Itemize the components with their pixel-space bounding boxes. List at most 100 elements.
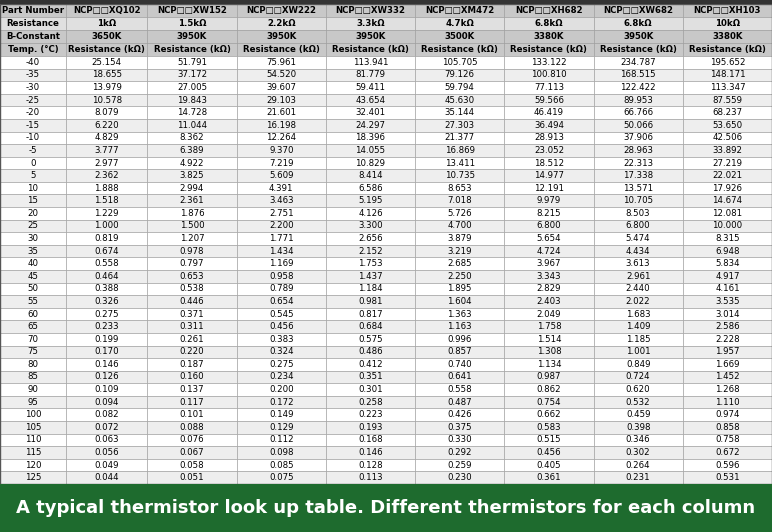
Bar — [237, 270, 326, 282]
Text: 0.231: 0.231 — [626, 473, 651, 482]
Text: 0.085: 0.085 — [269, 461, 293, 470]
Text: 35: 35 — [28, 247, 39, 255]
Bar — [66, 220, 147, 232]
Text: 0.817: 0.817 — [358, 310, 383, 319]
Text: 5: 5 — [30, 171, 36, 180]
Bar — [326, 56, 415, 69]
Bar — [0, 56, 66, 69]
Text: 0.674: 0.674 — [94, 247, 119, 255]
Bar — [682, 169, 772, 182]
Bar — [326, 43, 415, 56]
Text: 0.258: 0.258 — [358, 398, 383, 406]
Text: 195.652: 195.652 — [709, 58, 745, 67]
Text: 0.583: 0.583 — [537, 423, 561, 432]
Text: 4.126: 4.126 — [358, 209, 383, 218]
Bar — [326, 17, 415, 30]
Bar — [0, 257, 66, 270]
Text: 75.961: 75.961 — [266, 58, 296, 67]
Text: 89.953: 89.953 — [623, 96, 653, 105]
Bar — [0, 345, 66, 358]
Bar — [147, 207, 237, 220]
Text: 0.326: 0.326 — [94, 297, 119, 306]
Bar — [66, 446, 147, 459]
Bar — [682, 144, 772, 157]
Text: 60: 60 — [28, 310, 39, 319]
Bar — [326, 471, 415, 484]
Bar — [147, 257, 237, 270]
Bar — [504, 106, 594, 119]
Text: 0.126: 0.126 — [94, 372, 119, 381]
Bar — [504, 333, 594, 345]
Bar — [504, 30, 594, 43]
Text: 105.705: 105.705 — [442, 58, 478, 67]
Text: Resistance (kΩ): Resistance (kΩ) — [600, 45, 676, 54]
Text: 3.219: 3.219 — [448, 247, 472, 255]
Bar — [682, 119, 772, 131]
Bar — [682, 131, 772, 144]
Bar — [415, 30, 504, 43]
Bar — [682, 106, 772, 119]
Bar — [594, 106, 682, 119]
Bar — [326, 333, 415, 345]
Bar — [0, 396, 66, 409]
Text: 55: 55 — [28, 297, 39, 306]
Bar — [594, 182, 682, 195]
Bar — [147, 409, 237, 421]
Text: 0.398: 0.398 — [626, 423, 651, 432]
Text: 0.545: 0.545 — [269, 310, 293, 319]
Text: 0.456: 0.456 — [537, 448, 561, 457]
Text: 10.735: 10.735 — [445, 171, 475, 180]
Bar — [415, 434, 504, 446]
Bar — [66, 182, 147, 195]
Text: 10.829: 10.829 — [355, 159, 385, 168]
Bar — [66, 459, 147, 471]
Bar — [594, 333, 682, 345]
Bar — [415, 69, 504, 81]
Text: 14.674: 14.674 — [713, 196, 743, 205]
Text: 0.862: 0.862 — [537, 385, 561, 394]
Bar — [66, 320, 147, 333]
Bar — [147, 371, 237, 383]
Bar — [504, 409, 594, 421]
Bar — [326, 157, 415, 169]
Bar — [415, 333, 504, 345]
Bar — [147, 446, 237, 459]
Bar — [66, 94, 147, 106]
Text: -10: -10 — [26, 134, 40, 143]
Text: 2.961: 2.961 — [626, 272, 651, 281]
Text: 2.994: 2.994 — [180, 184, 205, 193]
Bar — [147, 333, 237, 345]
Bar — [504, 396, 594, 409]
Text: 0.199: 0.199 — [94, 335, 119, 344]
Bar — [0, 169, 66, 182]
Bar — [0, 409, 66, 421]
Text: -40: -40 — [26, 58, 40, 67]
Text: 12.081: 12.081 — [713, 209, 743, 218]
Text: 3950K: 3950K — [623, 32, 653, 41]
Text: 113.941: 113.941 — [353, 58, 388, 67]
Text: 6.8kΩ: 6.8kΩ — [624, 19, 652, 28]
Bar — [326, 446, 415, 459]
Text: 0.146: 0.146 — [94, 360, 119, 369]
Bar — [326, 358, 415, 371]
Bar — [682, 182, 772, 195]
Bar — [415, 195, 504, 207]
Text: 0.740: 0.740 — [448, 360, 472, 369]
Text: 125: 125 — [25, 473, 41, 482]
Text: Resistance (kΩ): Resistance (kΩ) — [332, 45, 409, 54]
Text: 1.001: 1.001 — [626, 347, 651, 356]
Bar — [0, 245, 66, 257]
Bar — [0, 295, 66, 308]
Text: 4.700: 4.700 — [448, 221, 472, 230]
Bar — [237, 383, 326, 396]
Bar — [504, 182, 594, 195]
Text: 18.655: 18.655 — [92, 70, 122, 79]
Bar — [147, 56, 237, 69]
Text: 13.979: 13.979 — [92, 83, 122, 92]
Text: 4.7kΩ: 4.7kΩ — [445, 19, 474, 28]
Text: 0.051: 0.051 — [180, 473, 205, 482]
Text: 8.215: 8.215 — [537, 209, 561, 218]
Text: Resistance (kΩ): Resistance (kΩ) — [689, 45, 766, 54]
Bar — [594, 69, 682, 81]
Text: 1.437: 1.437 — [358, 272, 383, 281]
